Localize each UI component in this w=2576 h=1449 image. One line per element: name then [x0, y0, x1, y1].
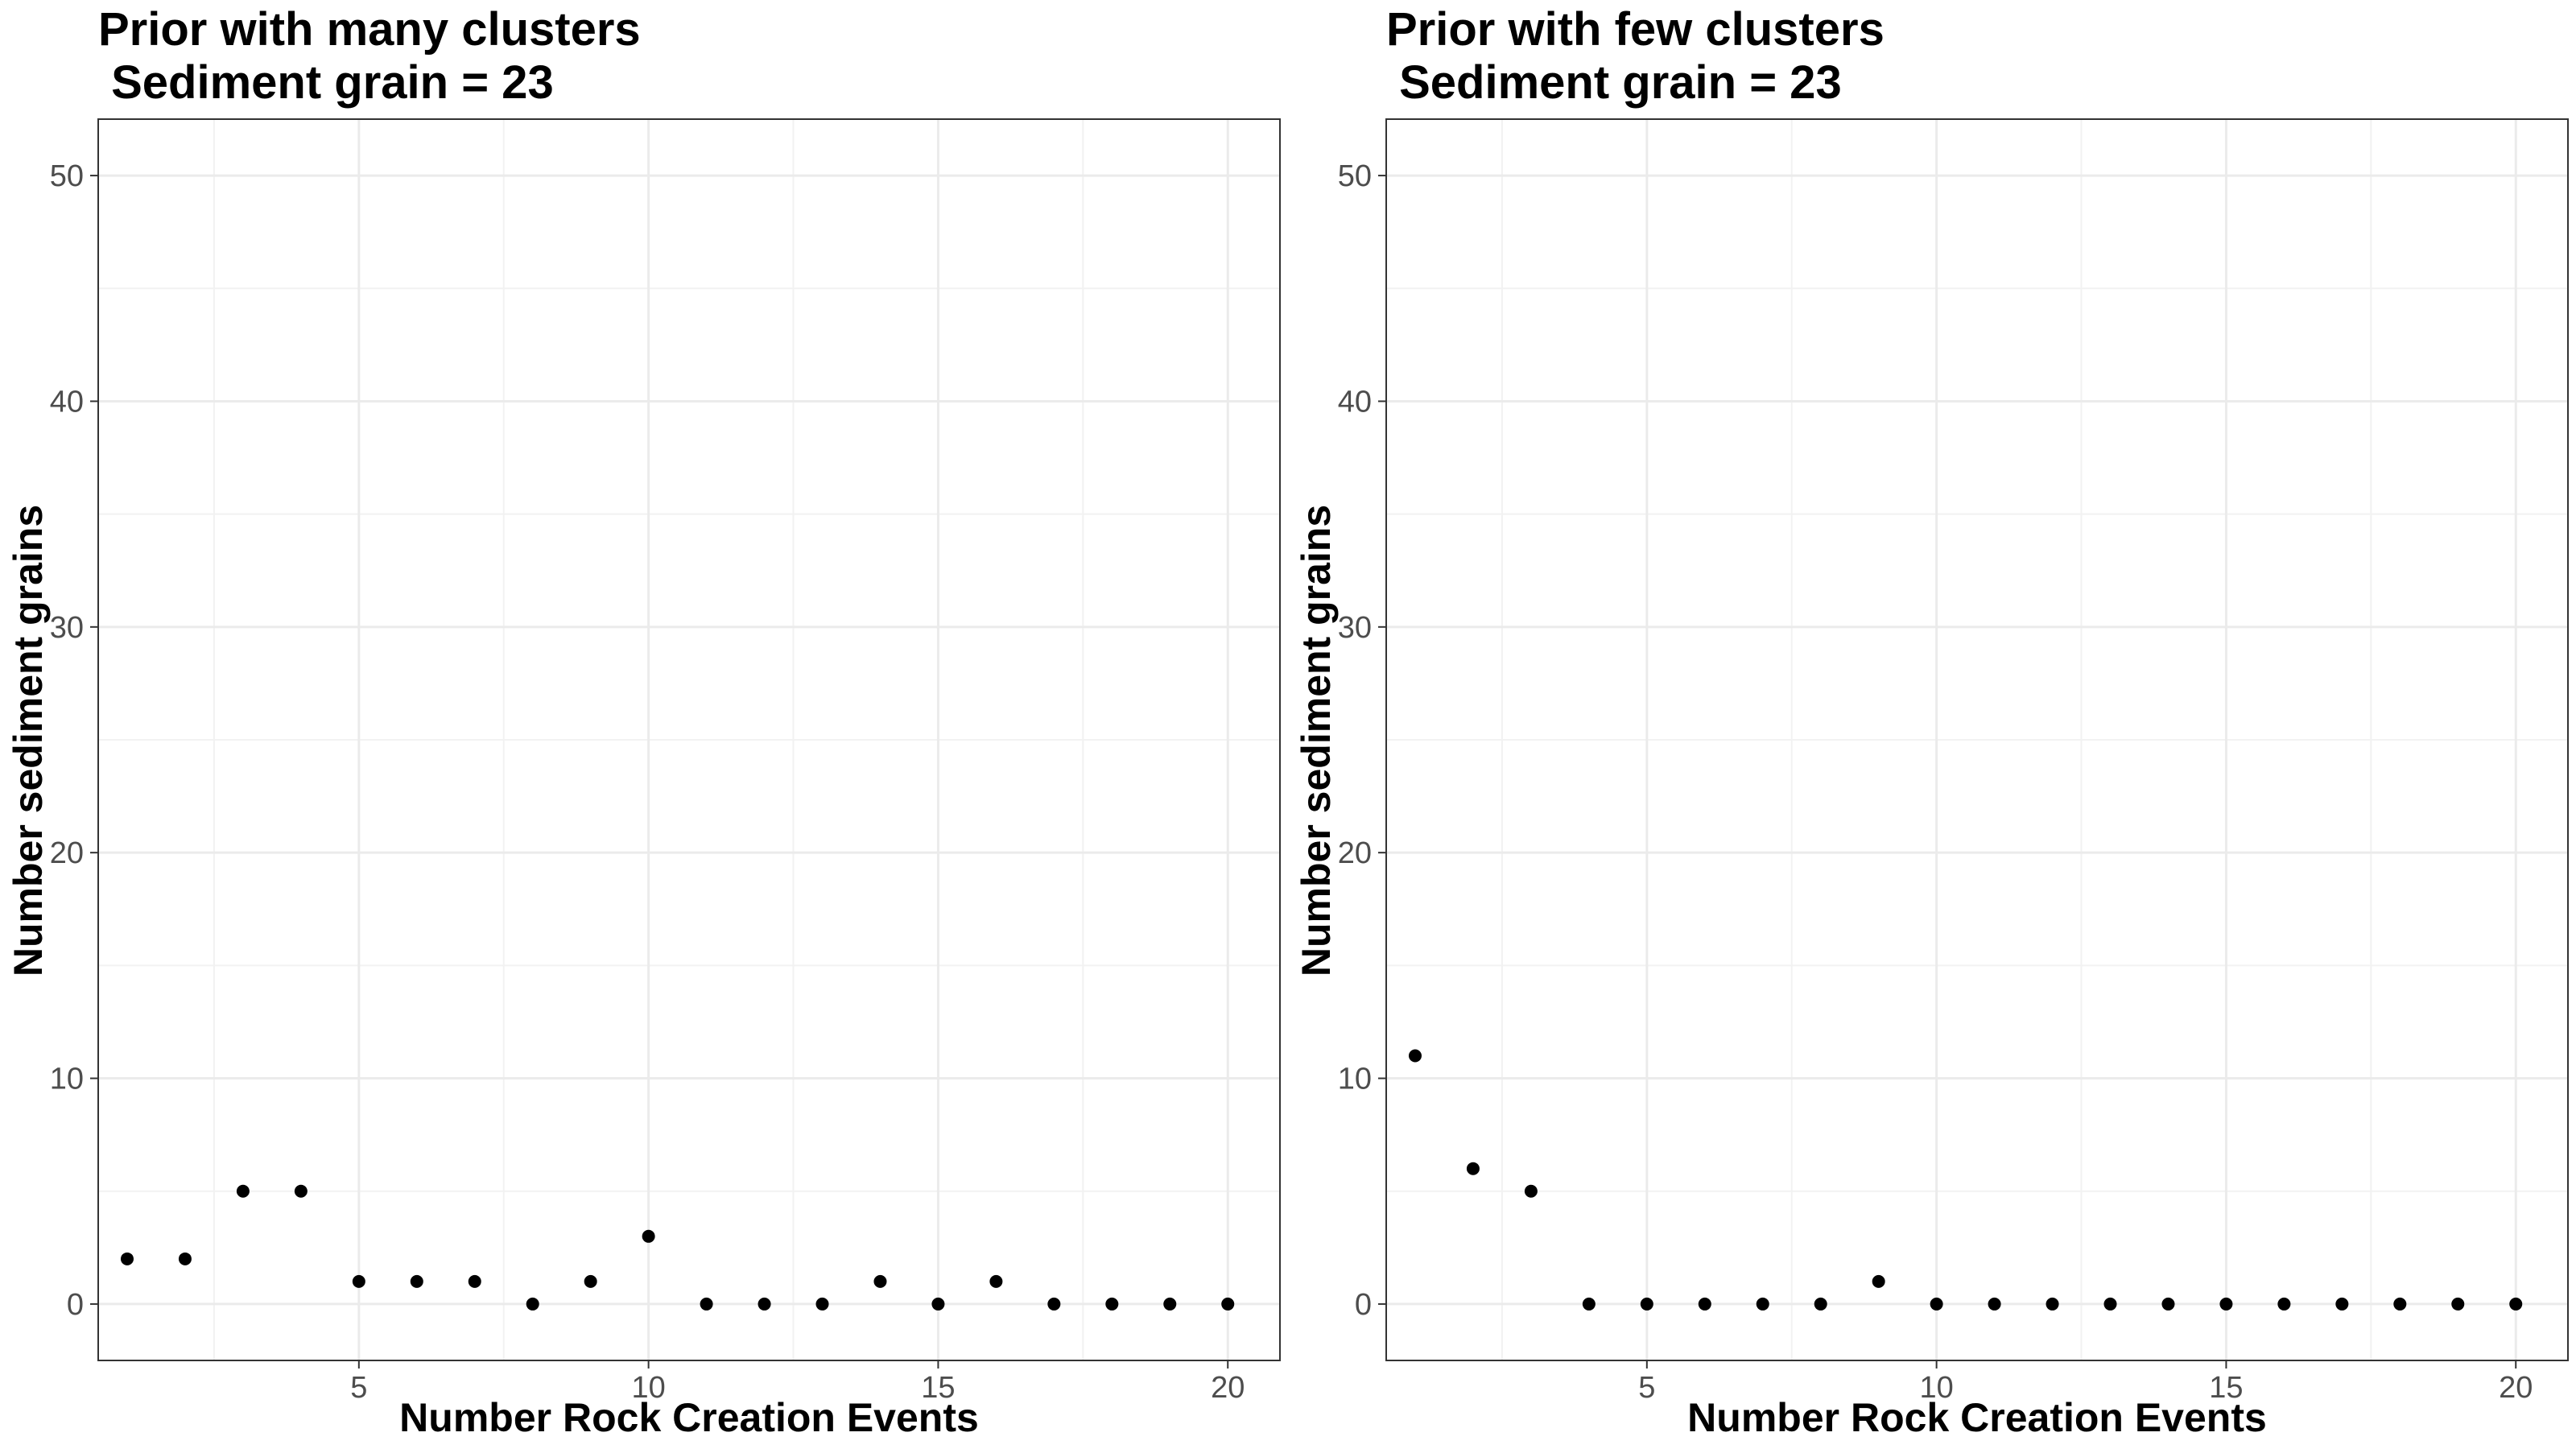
x-tick-label: 15 — [2209, 1371, 2243, 1405]
data-point — [468, 1274, 481, 1288]
data-point — [1640, 1297, 1653, 1311]
chart-title-line1: Prior with few clusters — [1386, 3, 1885, 56]
data-point — [873, 1274, 887, 1288]
chart-panel-many-clusters: Prior with many clusters Sediment grain … — [6, 3, 1281, 1440]
y-tick-label: 20 — [1338, 836, 1372, 870]
data-point — [410, 1274, 423, 1288]
y-tick-label: 40 — [50, 385, 84, 419]
data-point — [1814, 1297, 1827, 1311]
y-tick-label: 0 — [1355, 1288, 1372, 1322]
data-point — [526, 1297, 539, 1311]
plot-border — [1385, 118, 2569, 1361]
chart-title-line1: Prior with many clusters — [98, 3, 641, 56]
chart-title: Prior with many clusters Sediment grain … — [98, 3, 641, 109]
data-point — [2219, 1297, 2233, 1311]
data-point — [1524, 1184, 1538, 1198]
data-point — [1872, 1274, 1885, 1288]
plot-border — [97, 118, 1281, 1361]
y-tick-label: 30 — [1338, 611, 1372, 645]
data-point — [1698, 1297, 1711, 1311]
data-point — [2277, 1297, 2291, 1311]
data-point — [758, 1297, 771, 1311]
data-point — [1466, 1162, 1480, 1175]
y-axis-label: Number sediment grains — [6, 505, 51, 976]
x-axis-label: Number Rock Creation Events — [1687, 1395, 2267, 1440]
data-point — [120, 1252, 134, 1265]
data-point — [1163, 1297, 1177, 1311]
data-point — [294, 1184, 308, 1198]
data-point — [1408, 1049, 1422, 1063]
x-tick-label: 15 — [921, 1371, 955, 1405]
x-tick-label: 5 — [1638, 1371, 1655, 1405]
data-point — [1047, 1297, 1061, 1311]
data-point — [1988, 1297, 2001, 1311]
data-point — [1105, 1297, 1119, 1311]
data-point — [700, 1297, 713, 1311]
data-point — [352, 1274, 365, 1288]
data-point — [2509, 1297, 2523, 1311]
y-tick-label: 40 — [1338, 385, 1372, 419]
y-tick-label: 0 — [67, 1288, 84, 1322]
data-point — [2393, 1297, 2407, 1311]
y-axis-label: Number sediment grains — [1294, 505, 1339, 976]
x-tick-label: 5 — [350, 1371, 367, 1405]
y-tick-label: 20 — [50, 836, 84, 870]
x-axis-label: Number Rock Creation Events — [399, 1395, 979, 1440]
data-point — [236, 1184, 250, 1198]
data-point — [642, 1229, 655, 1243]
data-point — [815, 1297, 829, 1311]
y-tick-label: 10 — [1338, 1063, 1372, 1096]
y-tick-label: 50 — [1338, 159, 1372, 193]
chart-title-line2: Sediment grain = 23 — [98, 56, 554, 109]
plot-area — [1385, 118, 2569, 1361]
y-tick-label: 30 — [50, 611, 84, 645]
scatter-plot-many-clusters: Number sediment grains Number Rock Creat… — [6, 118, 1281, 1440]
chart-panel-few-clusters: Prior with few clusters Sediment grain =… — [1288, 0, 2576, 1449]
chart-title: Prior with few clusters Sediment grain =… — [1386, 3, 1885, 109]
x-tick-label: 20 — [1211, 1371, 1245, 1405]
data-point — [1930, 1297, 1943, 1311]
x-tick-label: 10 — [1919, 1371, 1953, 1405]
data-point — [2046, 1297, 2059, 1311]
data-point — [584, 1274, 597, 1288]
data-point — [989, 1274, 1003, 1288]
data-point — [1582, 1297, 1596, 1311]
data-point — [931, 1297, 945, 1311]
plot-area — [97, 118, 1281, 1361]
x-tick-label: 20 — [2499, 1371, 2533, 1405]
data-point — [2103, 1297, 2117, 1311]
chart-title-line2: Sediment grain = 23 — [1386, 56, 1842, 109]
y-tick-label: 50 — [50, 159, 84, 193]
x-tick-label: 10 — [631, 1371, 665, 1405]
data-point — [2161, 1297, 2175, 1311]
scatter-plot-few-clusters: Number sediment grains Number Rock Creat… — [1294, 118, 2569, 1440]
data-point — [1756, 1297, 1769, 1311]
y-tick-label: 10 — [50, 1063, 84, 1096]
data-point — [2335, 1297, 2349, 1311]
data-point — [178, 1252, 192, 1265]
data-point — [2451, 1297, 2465, 1311]
data-point — [1221, 1297, 1235, 1311]
